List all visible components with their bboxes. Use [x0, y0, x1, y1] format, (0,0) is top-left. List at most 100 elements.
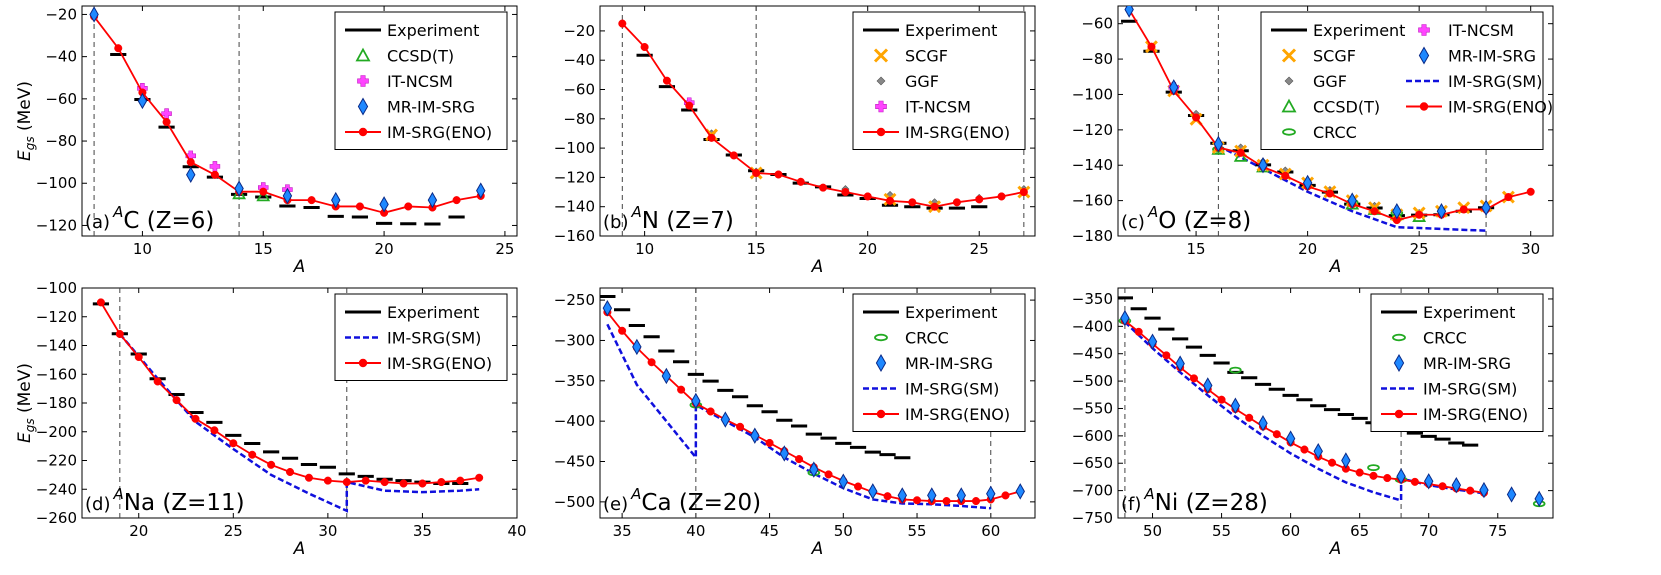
- y-tick-label: −450: [554, 453, 595, 471]
- panel-title: (d) ANa (Z=11): [85, 485, 245, 516]
- im-srg-eno-point: [707, 133, 716, 142]
- x-tick-label: 15: [1187, 240, 1206, 258]
- legend-im-srg-sm-label: IM-SRG(SM): [1448, 72, 1542, 91]
- im-srg-eno-point: [191, 414, 200, 423]
- y-tick-label: −240: [36, 480, 77, 498]
- panel-title: (b) AN (Z=7): [603, 203, 734, 234]
- mr-im-srg-point: [234, 180, 244, 197]
- im-srg-eno-point: [1281, 171, 1290, 180]
- legend-crcc-label: CRCC: [905, 329, 949, 348]
- x-axis-label: A: [1329, 539, 1342, 559]
- legend-mr-im-srg-label: MR-IM-SRG: [1448, 47, 1536, 66]
- im-srg-eno-point: [942, 497, 951, 506]
- im-srg-eno-point: [1272, 430, 1281, 439]
- mr-im-srg-point: [1423, 473, 1434, 490]
- legend-crcc-sample: [1392, 333, 1406, 342]
- im-srg-eno-point: [1466, 486, 1475, 495]
- x-axis-label: A: [811, 257, 824, 277]
- legend-scgf-label: SCGF: [905, 47, 948, 66]
- mr-im-srg-point: [1169, 79, 1179, 96]
- im-srg-eno-point: [1189, 374, 1198, 383]
- mr-im-srg-point: [1392, 203, 1402, 220]
- legend-ggf-label: GGF: [905, 72, 939, 91]
- y-tick-label: −140: [554, 198, 595, 216]
- x-tick-label: 50: [834, 522, 853, 540]
- im-srg-eno-point: [115, 329, 124, 339]
- mr-im-srg-point: [691, 392, 701, 410]
- series-im-srg-sm: [118, 333, 480, 513]
- x-tick-label: 20: [1298, 240, 1317, 258]
- im-srg-eno-point: [418, 479, 427, 488]
- im-srg-eno-point: [819, 183, 828, 192]
- mr-im-srg-point: [956, 487, 966, 504]
- mr-im-srg-point: [137, 92, 148, 110]
- legend-mr-im-srg-label: MR-IM-SRG: [905, 354, 993, 373]
- legend-box: [1260, 11, 1544, 150]
- x-tick-label: 50: [1143, 522, 1162, 540]
- im-srg-eno-point: [210, 170, 219, 179]
- im-srg-eno-point: [752, 168, 761, 178]
- panel-title: (f) ANi (Z=28): [1121, 485, 1268, 516]
- mr-im-srg-point: [186, 166, 196, 184]
- im-srg-eno-point: [210, 426, 219, 435]
- im-srg-eno-point: [1134, 327, 1143, 336]
- im-srg-eno-point: [854, 482, 863, 491]
- im-srg-eno-point: [399, 479, 408, 488]
- y-tick-label: −160: [36, 365, 77, 383]
- mr-im-srg-point: [661, 367, 672, 385]
- mr-im-srg-point: [1213, 135, 1224, 153]
- legend-im-srg-sm-label: IM-SRG(SM): [1423, 380, 1517, 399]
- im-srg-eno-point: [1245, 413, 1254, 422]
- im-srg-eno-point: [361, 476, 370, 485]
- legend-experiment-label: Experiment: [387, 21, 479, 40]
- mr-im-srg-point: [1396, 468, 1406, 485]
- legend-im-srg-sm-label: IM-SRG(SM): [387, 329, 481, 348]
- im-srg-eno-point: [456, 476, 465, 485]
- y-tick-label: −160: [554, 227, 595, 245]
- legend-ccsd-t-label: CCSD(T): [1313, 98, 1380, 117]
- legend-scgf-sample: [873, 48, 889, 63]
- im-srg-eno-point: [1147, 42, 1156, 51]
- legend-experiment-label: Experiment: [905, 303, 997, 322]
- im-srg-eno-point: [885, 196, 895, 205]
- mr-im-srg-point: [282, 187, 293, 205]
- y-tick-label: −100: [1072, 85, 1113, 103]
- x-tick-label: 55: [1212, 522, 1231, 540]
- legend-mr-im-srg-sample: [357, 97, 369, 116]
- im-srg-eno-point: [96, 298, 105, 307]
- mr-im-srg-point: [89, 6, 99, 23]
- legend: Experiment SCGF GGF IT-NCSM IM-SRG(ENO): [852, 11, 1026, 150]
- y-tick-label: −220: [36, 452, 77, 470]
- mr-im-srg-point: [720, 411, 731, 428]
- im-srg-eno-point: [475, 473, 484, 482]
- mr-im-srg-point: [1258, 157, 1268, 174]
- plot-area: [89, 6, 486, 236]
- legend-mr-im-srg-sample: [1418, 46, 1430, 65]
- im-srg-sm-line: [118, 333, 480, 513]
- im-srg-eno-point: [795, 455, 804, 464]
- im-srg-eno-point: [286, 467, 295, 477]
- legend-crcc-label: CRCC: [1313, 123, 1357, 142]
- im-srg-eno-point: [1328, 458, 1337, 467]
- x-tick-label: 25: [970, 240, 989, 258]
- im-srg-eno-point: [162, 118, 171, 127]
- y-tick-label: −80: [45, 132, 77, 150]
- y-tick-label: −250: [554, 291, 595, 309]
- y-tick-label: −60: [1081, 15, 1113, 33]
- panel-n: 10 15 20 25 −160 −140 −120 −100 −80 −60 −40 −20 A (b)…: [554, 5, 1036, 277]
- y-tick-label: −60: [45, 90, 77, 108]
- legend-it-ncsm-sample: [357, 75, 369, 87]
- im-srg-eno-point: [908, 198, 917, 207]
- im-srg-eno-point: [1383, 473, 1392, 483]
- y-tick-label: −40: [563, 51, 595, 69]
- legend-mr-im-srg-sample: [875, 353, 887, 373]
- im-srg-eno-point: [134, 352, 143, 362]
- panel-ca: 35 40 45 50 55 60 −500 −450 −400 −350 −300 −250 A (e)…: [554, 287, 1036, 559]
- legend-it-ncsm-label: IT-NCSM: [1448, 21, 1514, 40]
- im-srg-eno-point: [1459, 205, 1468, 214]
- mr-im-srg-point: [1534, 490, 1544, 508]
- mr-im-srg-point: [897, 487, 908, 504]
- im-srg-eno-point: [736, 422, 745, 431]
- mr-im-srg-point: [427, 191, 438, 209]
- im-srg-eno-point: [1019, 188, 1028, 197]
